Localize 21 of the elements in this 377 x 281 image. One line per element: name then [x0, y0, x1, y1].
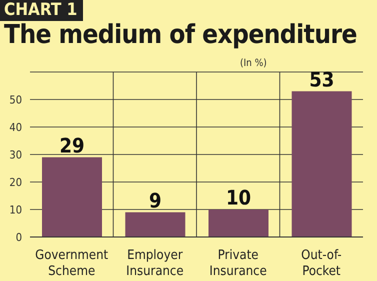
data-label: 9 — [148, 188, 162, 212]
x-tick-label: Government Scheme — [35, 248, 108, 279]
y-tick-label: 20 — [9, 176, 22, 189]
y-tick-label: 0 — [16, 230, 22, 244]
x-tick-label: Employer Insurance — [126, 248, 184, 279]
data-label: 29 — [59, 133, 85, 158]
chart-title: The medium of expenditure — [4, 20, 357, 50]
y-tick-label: 50 — [9, 93, 22, 106]
y-tick-label: 10 — [9, 203, 22, 216]
x-tick-label: Out-of-Pocket — [301, 248, 342, 279]
bar — [292, 91, 352, 237]
y-tick-label: 40 — [9, 120, 22, 134]
y-axis-title: (In %) — [240, 58, 267, 69]
bar — [125, 212, 186, 237]
data-label: 53 — [309, 67, 334, 92]
x-tick-label: Private Insurance — [209, 248, 267, 279]
y-tick-label: 30 — [9, 148, 22, 162]
data-label: 10 — [226, 186, 252, 210]
caption: CHART 1 — [0, 0, 84, 21]
bar — [42, 157, 102, 237]
bar — [208, 210, 268, 237]
